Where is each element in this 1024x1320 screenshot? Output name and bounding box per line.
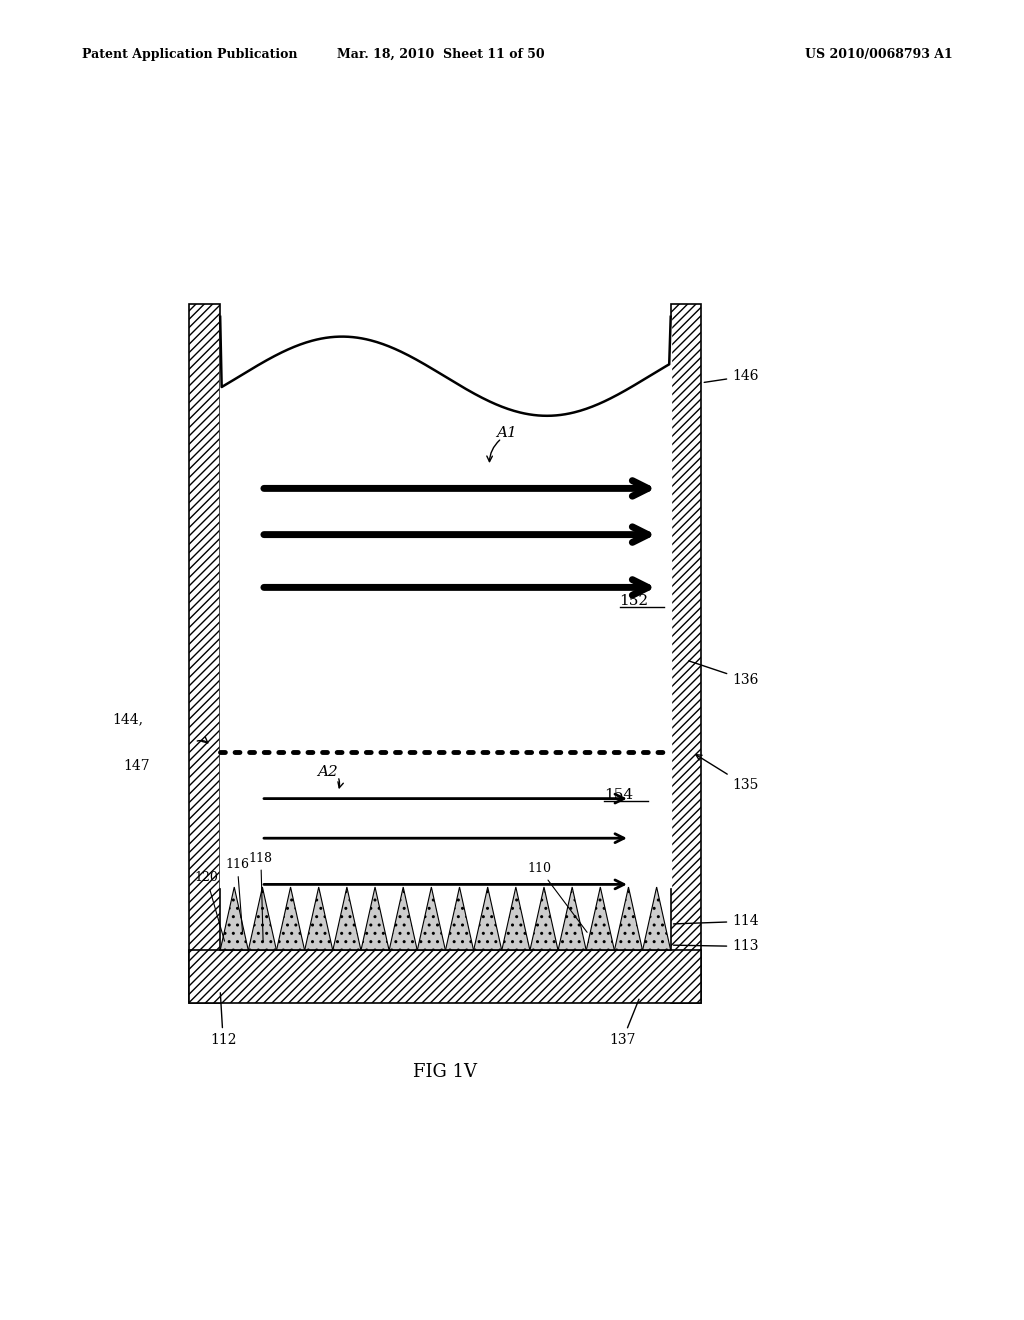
Polygon shape — [614, 887, 643, 950]
Polygon shape — [586, 887, 614, 950]
Text: 136: 136 — [689, 661, 759, 686]
Polygon shape — [389, 887, 418, 950]
Polygon shape — [333, 887, 361, 950]
Text: 135: 135 — [696, 755, 759, 792]
Polygon shape — [473, 887, 502, 950]
Text: 152: 152 — [620, 594, 648, 607]
Polygon shape — [220, 887, 248, 950]
Polygon shape — [671, 304, 701, 1003]
Polygon shape — [558, 887, 586, 950]
Text: 112: 112 — [210, 993, 237, 1047]
Text: US 2010/0068793 A1: US 2010/0068793 A1 — [805, 48, 952, 61]
Polygon shape — [502, 887, 530, 950]
Text: 137: 137 — [609, 999, 639, 1047]
Polygon shape — [189, 304, 220, 1003]
Polygon shape — [276, 887, 305, 950]
Text: 120: 120 — [195, 871, 224, 941]
Text: 110: 110 — [527, 862, 587, 932]
Polygon shape — [189, 950, 701, 1003]
Text: 114: 114 — [674, 915, 759, 928]
Text: 113: 113 — [674, 940, 759, 953]
Text: 146: 146 — [705, 370, 759, 383]
Text: 118: 118 — [249, 851, 272, 941]
Polygon shape — [305, 887, 333, 950]
Text: 147: 147 — [123, 759, 150, 772]
Text: A1: A1 — [497, 426, 517, 440]
Polygon shape — [248, 887, 276, 950]
Text: 154: 154 — [604, 788, 633, 801]
Text: 144,: 144, — [113, 713, 143, 726]
Text: 116: 116 — [225, 858, 249, 932]
Text: A2: A2 — [317, 766, 338, 779]
Polygon shape — [530, 887, 558, 950]
Polygon shape — [643, 887, 671, 950]
Polygon shape — [445, 887, 474, 950]
Polygon shape — [418, 887, 445, 950]
Polygon shape — [361, 887, 389, 950]
Text: Patent Application Publication: Patent Application Publication — [82, 48, 297, 61]
Text: Mar. 18, 2010  Sheet 11 of 50: Mar. 18, 2010 Sheet 11 of 50 — [337, 48, 544, 61]
Text: FIG 1V: FIG 1V — [414, 1063, 477, 1081]
